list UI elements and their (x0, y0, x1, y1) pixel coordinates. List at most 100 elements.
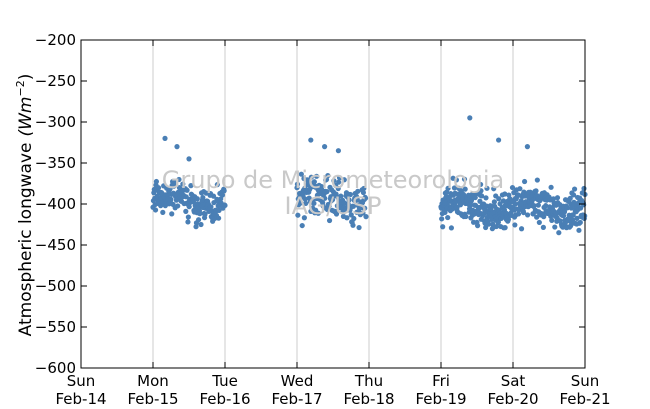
x-tick-label-date: Feb-17 (271, 390, 322, 408)
data-point (294, 181, 301, 187)
data-point (200, 194, 206, 201)
x-tick-label-day: Sat (501, 372, 526, 390)
data-point (561, 209, 568, 215)
watermark: Grupo de Micrometeorologia IAG/USP (162, 166, 504, 220)
data-point (210, 193, 217, 199)
x-tick-label-date: Feb-15 (127, 390, 178, 408)
y-tick-label: −550 (35, 318, 76, 336)
data-point-outlier (335, 148, 341, 154)
data-point (531, 203, 537, 209)
data-point (188, 183, 194, 189)
data-point (577, 219, 583, 226)
data-point (351, 215, 357, 222)
data-point (502, 191, 508, 197)
data-point (478, 188, 484, 194)
data-point (313, 173, 320, 179)
y-tick-label: −300 (35, 113, 76, 131)
y-tick-label: −450 (35, 236, 76, 254)
data-point (462, 186, 468, 192)
data-point (495, 219, 501, 225)
data-point (474, 223, 481, 229)
data-point (461, 176, 468, 182)
data-point (451, 185, 458, 191)
data-point (202, 211, 208, 217)
data-point (160, 209, 166, 215)
data-point (308, 174, 314, 180)
data-point (302, 196, 308, 202)
data-point (184, 187, 190, 193)
data-point (445, 185, 451, 191)
x-tick-label-date: Feb-18 (343, 390, 394, 408)
data-point (175, 203, 181, 209)
data-point-outlier (186, 156, 192, 162)
data-point (515, 192, 521, 198)
data-point (548, 184, 554, 190)
data-point (486, 221, 492, 227)
data-point (347, 191, 353, 198)
watermark-line-2: IAG/USP (284, 192, 381, 220)
data-point (338, 193, 344, 199)
y-tick-label: −400 (35, 195, 76, 213)
data-point (168, 196, 174, 202)
data-point (169, 211, 175, 217)
data-point (581, 185, 587, 192)
y-tick-label: −250 (35, 72, 76, 90)
data-point (525, 212, 531, 218)
data-point (155, 185, 162, 191)
data-point (311, 179, 317, 185)
data-point (520, 209, 527, 216)
data-point (214, 182, 220, 188)
data-point (185, 214, 191, 220)
data-point-outlier (524, 144, 531, 150)
data-point (335, 185, 341, 192)
data-point (556, 230, 562, 236)
y-tick-label: −200 (35, 31, 76, 49)
data-point (346, 197, 352, 203)
data-point-outlier (162, 135, 168, 141)
data-point (216, 207, 222, 213)
data-point (208, 204, 214, 210)
data-point (483, 224, 489, 231)
data-point (221, 188, 227, 194)
data-point (176, 176, 182, 183)
data-point (326, 217, 333, 224)
data-point (484, 185, 490, 191)
y-tick-label: −500 (35, 277, 76, 295)
data-point (549, 217, 555, 223)
data-point (440, 224, 446, 230)
data-point (552, 224, 558, 230)
data-point (303, 200, 309, 206)
data-point (567, 195, 573, 201)
data-point (512, 222, 518, 228)
data-point (322, 195, 328, 201)
data-points (150, 115, 588, 236)
data-point (448, 225, 455, 231)
x-tick-label-day: Fri (432, 372, 450, 390)
y-axis-label-exponent: −2 (14, 80, 27, 96)
data-point (355, 188, 361, 194)
y-tick-label: −350 (35, 154, 76, 172)
data-point (324, 189, 330, 195)
data-point (298, 171, 304, 177)
data-point (193, 224, 199, 230)
data-point (533, 188, 539, 194)
data-point (180, 181, 186, 187)
data-point (560, 213, 567, 219)
data-point (445, 214, 451, 221)
data-point (536, 219, 542, 226)
x-tick-label-date: Feb-19 (415, 390, 466, 408)
data-point (517, 186, 523, 192)
data-point-outlier (174, 144, 180, 150)
data-point (203, 190, 209, 196)
watermark-line-1: Grupo de Micrometeorologia (162, 166, 504, 194)
data-point (571, 186, 578, 192)
data-point (341, 177, 347, 183)
data-point (478, 181, 484, 188)
data-point (363, 214, 369, 220)
data-point (194, 196, 200, 202)
data-point (350, 222, 356, 228)
x-tick-label-date: Feb-16 (199, 390, 250, 408)
data-point (515, 211, 522, 217)
data-point (331, 178, 337, 184)
